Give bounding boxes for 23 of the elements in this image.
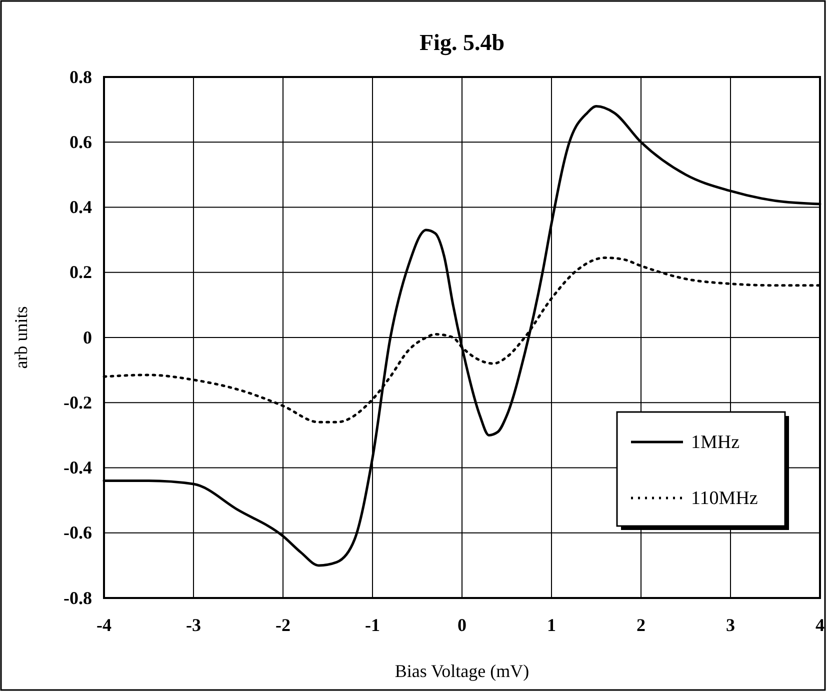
y-tick-label: -0.4 xyxy=(64,458,92,478)
x-tick-label: -2 xyxy=(276,614,290,635)
x-tick-label: 2 xyxy=(636,614,646,635)
y-tick-label: 0 xyxy=(83,327,92,348)
legend-label: 110MHz xyxy=(691,488,758,509)
x-tick-label: -4 xyxy=(96,614,112,635)
y-tick-label: -0.2 xyxy=(64,392,92,412)
x-axis-title: Bias Voltage (mV) xyxy=(394,661,530,681)
y-axis-title: arb units xyxy=(11,306,31,369)
x-tick-label: 3 xyxy=(726,614,735,635)
y-tick-label: 0.2 xyxy=(70,262,92,282)
legend-label: 1MHz xyxy=(691,432,740,453)
y-tick-label: 0.6 xyxy=(70,132,92,152)
x-tick-label: -3 xyxy=(186,614,201,635)
x-tick-label: 4 xyxy=(816,614,824,635)
x-tick-label: 0 xyxy=(458,614,466,635)
x-tick-label: 1 xyxy=(547,614,556,635)
chart-title: Fig. 5.4b xyxy=(420,30,504,56)
y-tick-label: 0.4 xyxy=(70,197,92,218)
y-tick-label: -0.6 xyxy=(64,522,92,543)
x-tick-label: -1 xyxy=(365,614,380,635)
y-tick-label: -0.8 xyxy=(64,588,92,608)
y-tick-label: 0.8 xyxy=(70,66,92,87)
